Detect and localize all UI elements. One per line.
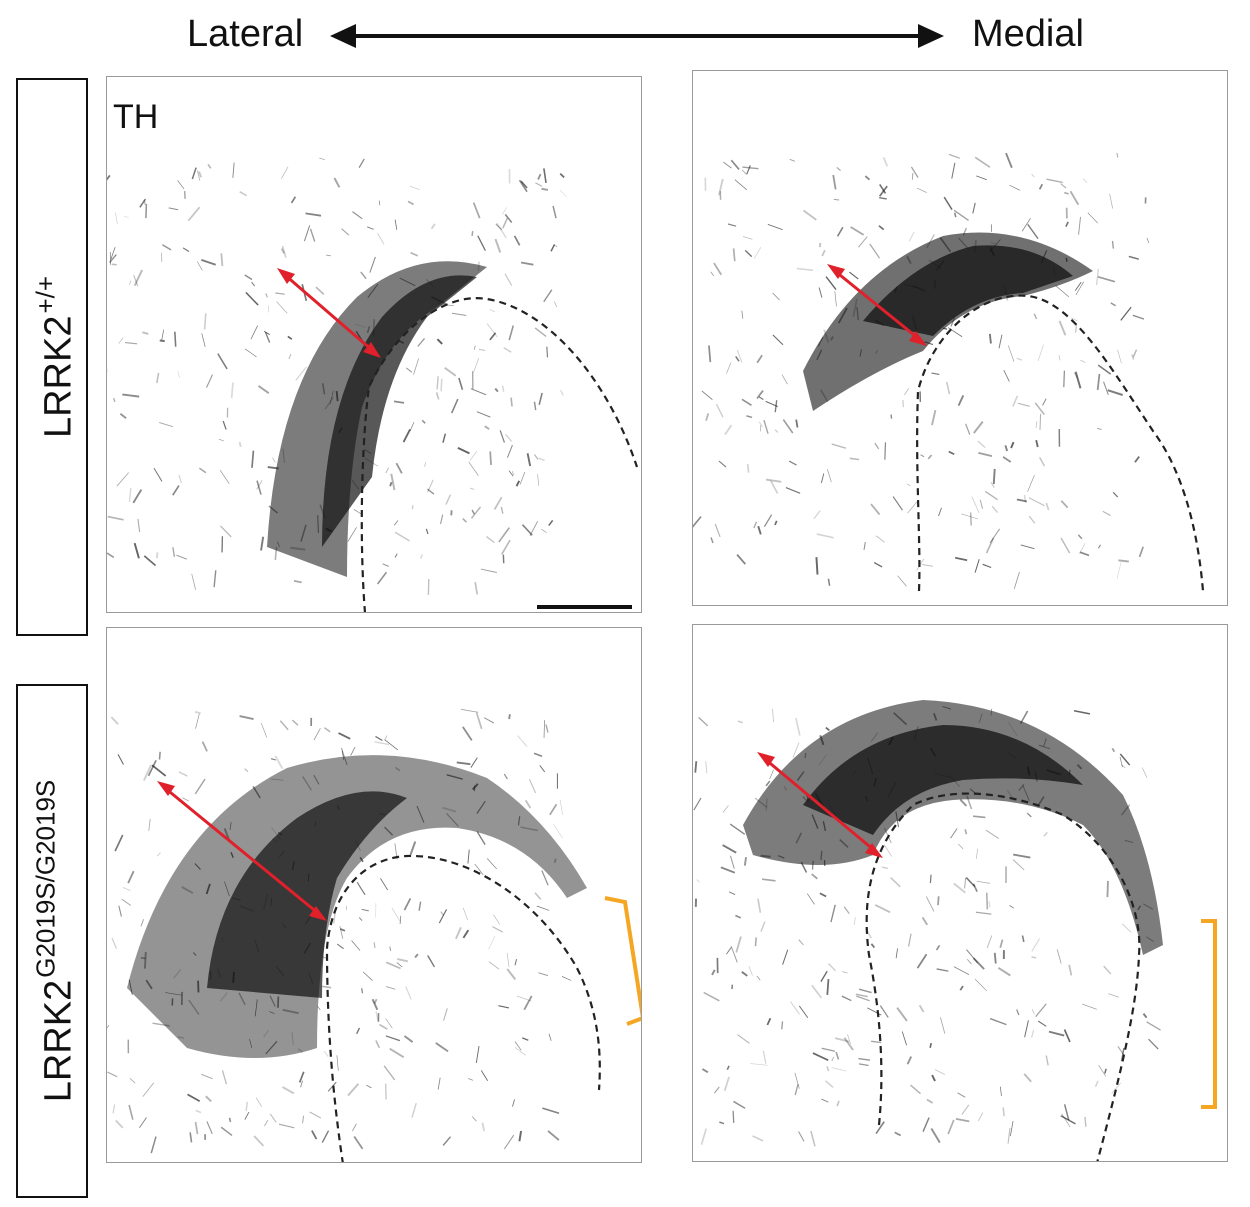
row-genotype: LRRK2 xyxy=(37,315,80,439)
tissue-texture xyxy=(107,157,567,595)
orange-bracket xyxy=(1201,919,1217,1109)
micrograph-g2019s-lateral xyxy=(106,627,642,1163)
thickness-arrow xyxy=(164,786,320,916)
stain-label: TH xyxy=(113,98,159,136)
row-label-wildtype: LRRK2+/+ xyxy=(16,78,88,636)
dashed-outline xyxy=(325,854,601,1162)
row-superscript: G2019S/G2019S xyxy=(30,779,61,978)
dashed-outline xyxy=(865,792,1141,1161)
tissue-texture xyxy=(693,152,1150,589)
thickness-arrow xyxy=(764,757,876,853)
lateral-label: Lateral xyxy=(187,13,304,55)
th-fiber-band xyxy=(267,261,487,577)
thickness-arrow xyxy=(284,273,374,353)
dashed-outline xyxy=(360,297,639,612)
th-fiber-band-core xyxy=(322,275,477,547)
thickness-arrow xyxy=(834,269,920,341)
th-fiber-band-core xyxy=(207,791,407,998)
orange-bracket xyxy=(604,896,641,1026)
dashed-outline xyxy=(916,294,1205,592)
row-superscript: +/+ xyxy=(30,275,61,314)
th-fiber-band-core xyxy=(863,245,1073,336)
micrograph-g2019s-medial xyxy=(692,624,1228,1162)
row-label-g2019s: LRRK2G2019S/G2019S xyxy=(16,684,88,1198)
lateral-medial-axis-arrow xyxy=(330,24,944,48)
micrograph-wt-lateral: TH xyxy=(106,76,642,613)
micrograph-wt-medial xyxy=(692,70,1228,606)
th-fiber-band-core xyxy=(803,725,1083,835)
medial-label: Medial xyxy=(972,13,1084,55)
row-genotype: LRRK2 xyxy=(37,979,80,1103)
